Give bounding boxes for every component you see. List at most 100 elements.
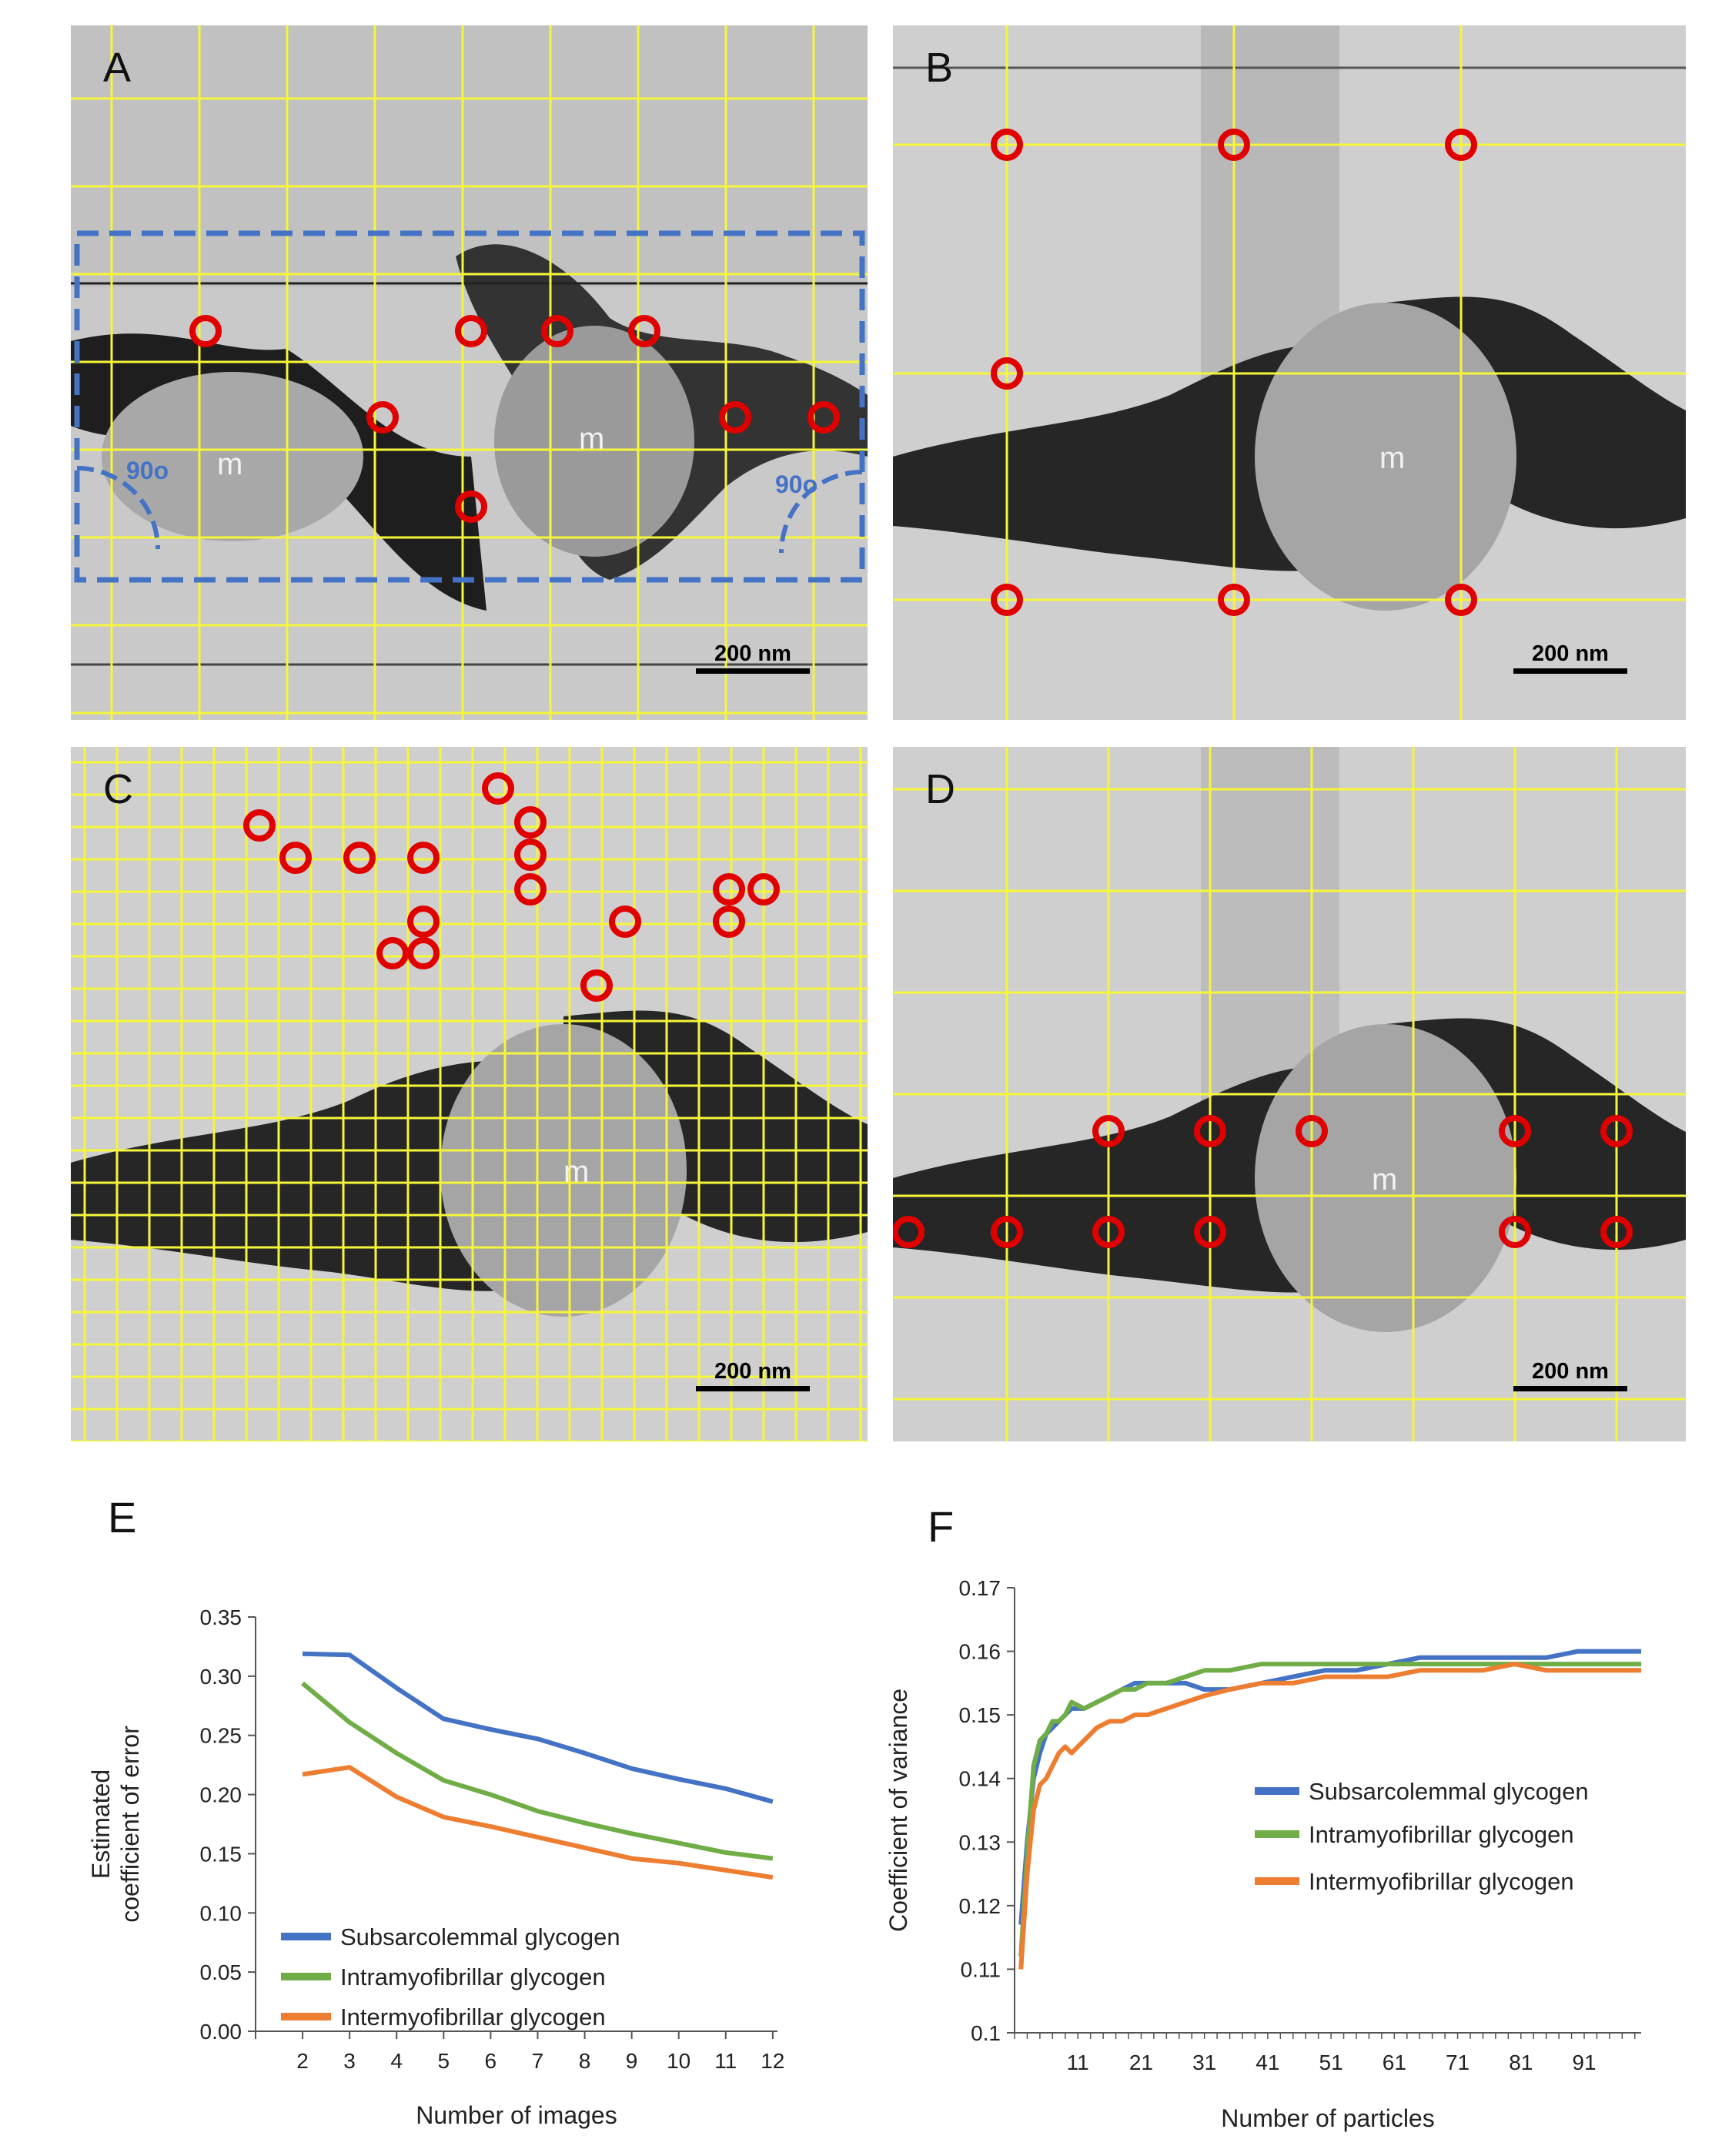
series-line: [1018, 1662, 1641, 1957]
chart-e: E 0.00 0.05 0.10 0.15 0.20 0.25 0.30 0.35 2 3 4 5 6 7 8…: [77, 1478, 847, 2141]
y-tick-label: 0.10: [200, 1901, 242, 1925]
x-tick-label: 4: [390, 2049, 403, 2073]
point-marker: [747, 873, 780, 906]
y-tick-label: 0.17: [959, 1576, 1001, 1600]
point-marker: [1092, 1115, 1125, 1147]
x-tick-label: 71: [1446, 2051, 1470, 2074]
scale-bar: 200 nm: [696, 641, 810, 674]
counting-frame: [74, 230, 865, 583]
x-tick-label: 21: [1129, 2051, 1153, 2074]
panel-c-image: [71, 747, 868, 1441]
point-marker: [343, 842, 376, 874]
point-marker: [580, 969, 613, 1002]
point-marker: [893, 1216, 925, 1248]
x-tick-label: 41: [1256, 2051, 1279, 2074]
x-tick-label: 10: [667, 2049, 690, 2073]
x-tick-label: 12: [761, 2049, 784, 2073]
point-marker: [455, 490, 487, 523]
chart-f-svg: F 0.1 0.11 0.12 0.13 0.14 0.15 0.16 0.17 11 21 31 41…: [884, 1502, 1641, 2132]
point-marker: [366, 401, 399, 434]
angle-label: 90o: [126, 457, 169, 484]
legend-label: Intramyofibrillar glycogen: [1309, 1821, 1574, 1848]
y-tick-label: 0.30: [200, 1665, 242, 1689]
point-markers: [893, 1115, 1633, 1248]
mitochondrion: [440, 1024, 687, 1317]
point-marker: [407, 937, 440, 969]
y-tick-label: 0.15: [959, 1703, 1001, 1727]
x-axis-label: Number of particles: [1221, 2104, 1434, 2132]
point-marker: [407, 906, 440, 938]
scale-bar-label: 200 nm: [1532, 641, 1609, 666]
series-line: [302, 1651, 774, 1804]
y-tick-label: 0.1: [971, 2021, 1001, 2045]
x-tick-label: 9: [626, 2049, 638, 2073]
panel-label-d: D: [925, 766, 955, 812]
y-tick-label: 0.11: [961, 1957, 1001, 1981]
y-tick-label: 0.13: [959, 1830, 1001, 1854]
point-marker: [1445, 584, 1477, 616]
y-tick-label: 0.05: [200, 1960, 242, 1984]
series-line: [302, 1765, 774, 1880]
scale-bar-label: 200 nm: [714, 1359, 791, 1384]
panel-label-a: A: [103, 45, 132, 91]
point-marker: [609, 906, 641, 938]
series-line: [301, 1681, 774, 1861]
point-marker: [991, 129, 1023, 161]
legend-label: Intermyofibrillar glycogen: [340, 2004, 606, 2030]
point-marker: [482, 772, 514, 805]
scale-bar-label: 200 nm: [714, 641, 791, 666]
glycogen-band: [893, 1066, 1355, 1293]
point-marker: [1092, 1216, 1125, 1248]
legend-label: Subsarcolemmal glycogen: [340, 1923, 620, 1950]
panel-a-micrograph: A m m 90o 90o 200 nm: [71, 25, 868, 720]
mitochondrion: [494, 326, 694, 557]
x-tick-label: 31: [1192, 2051, 1216, 2074]
x-tick-label: 11: [714, 2049, 737, 2073]
point-marker: [807, 401, 840, 434]
point-marker: [1218, 129, 1250, 161]
point-marker: [514, 839, 547, 871]
x-tick-label: 2: [296, 2049, 309, 2073]
x-axis-label: Number of images: [416, 2101, 617, 2129]
point-marker: [189, 315, 222, 347]
x-tick-label: 51: [1319, 2051, 1343, 2074]
point-marker: [514, 806, 547, 839]
point-marker: [376, 937, 409, 969]
scale-bar-line: [1513, 668, 1627, 674]
yellow-grid: [71, 747, 868, 1441]
y-tick-label: 0.25: [200, 1724, 242, 1748]
series-line: [1018, 1662, 1641, 1970]
yellow-grid: [71, 25, 868, 720]
y-tick-label: 0.35: [200, 1605, 242, 1629]
mitochondrion-label: m: [1372, 1163, 1398, 1197]
scale-bar-line: [696, 668, 810, 674]
point-markers: [243, 772, 780, 1002]
y-tick-label: 0.16: [959, 1640, 1001, 1664]
y-axis-label: Coefficient of variance: [884, 1689, 912, 1932]
x-tick-label: 3: [343, 2049, 356, 2073]
point-marker: [1600, 1115, 1633, 1147]
y-tick-label: 0.20: [200, 1783, 242, 1807]
panel-d-image: [893, 747, 1686, 1441]
glycogen-band: [893, 344, 1355, 571]
panel-label-c: C: [103, 766, 133, 812]
mitochondrion-label: m: [217, 447, 243, 481]
point-marker: [1218, 584, 1250, 616]
panel-c-micrograph: C m 200 nm: [71, 747, 868, 1441]
angle-label: 90o: [775, 470, 818, 498]
x-tick-label: 5: [437, 2049, 450, 2073]
scale-bar: 200 nm: [1513, 641, 1627, 674]
point-marker: [1600, 1216, 1633, 1248]
scale-bar-line: [1513, 1386, 1627, 1391]
chart-f: F 0.1 0.11 0.12 0.13 0.14 0.15 0.16 0.17 11 21 31 41…: [862, 1486, 1709, 2148]
series-line: [1018, 1649, 1641, 1925]
point-marker: [455, 315, 487, 347]
point-markers: [991, 129, 1477, 616]
point-marker: [541, 315, 573, 347]
x-tick-label: 7: [532, 2049, 544, 2073]
x-tick-label: 6: [485, 2049, 497, 2073]
scale-bar-line: [696, 1386, 810, 1391]
y-axis-label: Estimated: [87, 1769, 115, 1879]
scale-bar: 200 nm: [1513, 1359, 1627, 1391]
x-tick-label: 61: [1383, 2051, 1406, 2074]
